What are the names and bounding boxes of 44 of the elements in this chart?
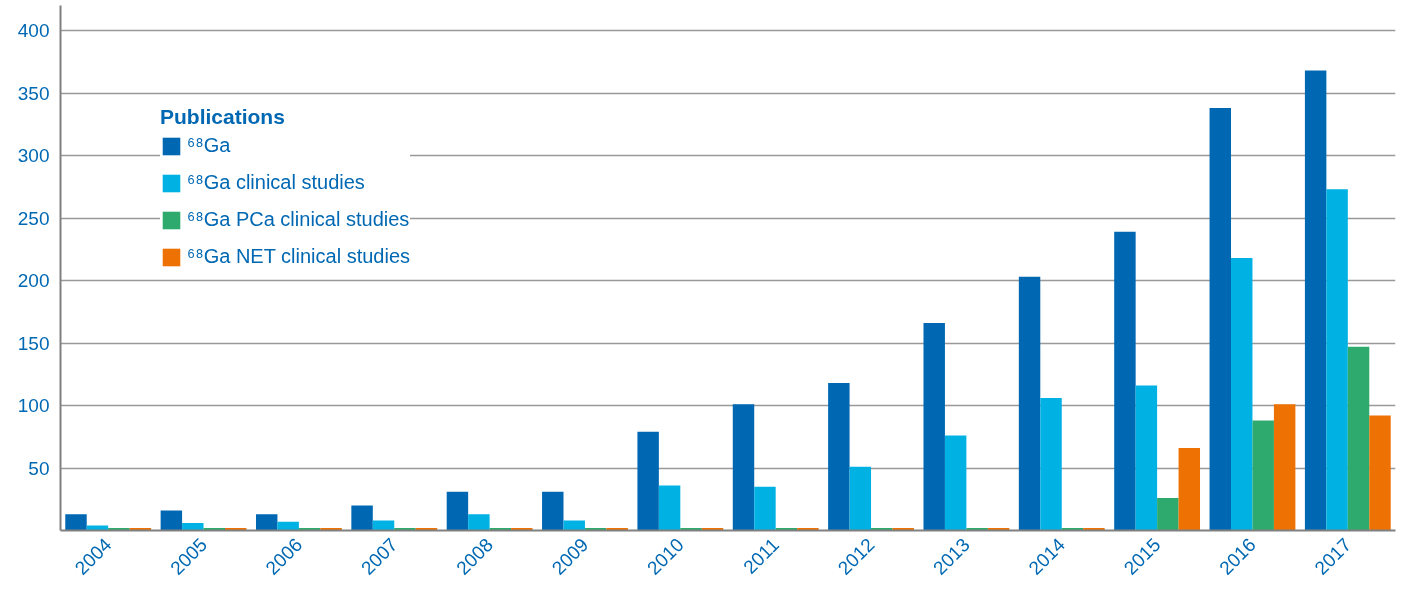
legend-label: ⁶⁸Ga clinical studies (187, 171, 365, 194)
bar (658, 485, 681, 531)
bar (732, 404, 755, 531)
legend-title: Publications (160, 105, 286, 129)
bar (277, 521, 299, 531)
bar (1157, 498, 1179, 531)
bar (923, 323, 945, 531)
bar (1018, 276, 1041, 531)
bar (1114, 231, 1136, 531)
bar (1369, 415, 1391, 531)
y-tick-label: 50 (28, 457, 50, 479)
bar (255, 514, 278, 531)
bar (1326, 189, 1348, 531)
bar (1040, 398, 1062, 531)
bar (1304, 70, 1327, 531)
y-tick-label: 150 (17, 332, 50, 354)
bar (637, 431, 659, 531)
bar (828, 383, 850, 531)
legend-label: ⁶⁸Ga NET clinical studies (187, 245, 411, 268)
bar (1178, 448, 1201, 531)
y-tick-label: 300 (17, 145, 50, 166)
y-tick-label: 350 (17, 82, 50, 104)
bar (65, 514, 87, 531)
bar (160, 510, 183, 531)
bar (1347, 346, 1370, 531)
bar (1273, 404, 1296, 531)
bar (849, 466, 872, 531)
bar (754, 486, 776, 531)
y-tick-label: 250 (17, 207, 50, 229)
y-tick-label: 400 (17, 20, 50, 41)
bar (1209, 108, 1232, 531)
bar (351, 505, 373, 531)
bar (1135, 385, 1158, 531)
bar (468, 514, 490, 531)
bar (182, 523, 204, 531)
bar (1252, 420, 1274, 531)
legend-label: ⁶⁸Ga (187, 134, 231, 157)
bar (944, 435, 967, 531)
bar (446, 491, 469, 531)
legend-label: ⁶⁸Ga PCa clinical studies (187, 208, 410, 231)
y-tick-label: 100 (17, 395, 50, 416)
bar (1231, 258, 1253, 531)
y-tick-label: 200 (17, 270, 50, 291)
bar (542, 491, 564, 531)
